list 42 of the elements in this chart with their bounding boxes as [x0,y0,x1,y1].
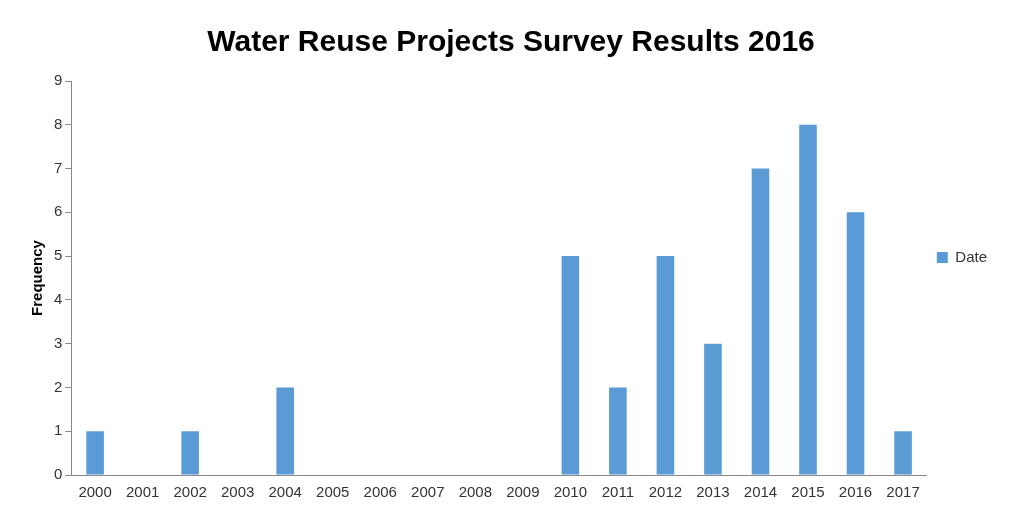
y-tick-label: 0 [54,465,63,483]
bar [86,431,104,475]
bar [656,256,675,475]
y-tick-label: 4 [54,290,63,308]
bar [704,343,722,475]
x-tick-label: 2002 [173,483,207,501]
x-tick-label: 2000 [78,483,112,501]
bar [276,387,294,475]
bar [751,168,770,475]
bar [846,212,865,475]
y-tick-label: 1 [54,421,63,439]
y-tick-label: 6 [54,202,63,220]
bar [561,256,580,475]
x-tick-label: 2009 [506,483,540,501]
x-tick-label: 2006 [363,483,397,501]
y-tick-label: 9 [54,71,63,89]
x-tick-label: 2015 [791,483,825,501]
bar [894,431,912,475]
x-tick-label: 2010 [553,483,588,501]
x-tick-label: 2008 [458,483,492,501]
y-tick-label: 2 [54,377,63,395]
chart-title: Water Reuse Projects Survey Results 2016 [207,24,815,58]
x-tick-label: 2016 [838,483,873,501]
x-tick-label: 2004 [268,483,302,501]
x-tick-label: 2001 [125,483,160,501]
y-axis-title: Frequency [28,239,46,316]
x-tick-label: 2003 [221,483,255,501]
x-tick-label: 2017 [886,483,920,501]
legend-label: Date [955,247,987,265]
x-tick-label: 2007 [411,483,445,501]
bar [799,124,817,475]
x-tick-label: 2013 [696,483,730,501]
x-tick-label: 2011 [601,483,635,501]
x-tick-label: 2005 [316,483,350,501]
x-tick-label: 2014 [743,483,778,501]
bar [181,431,199,475]
y-tick-label: 3 [54,333,63,351]
y-tick-label: 7 [54,158,63,176]
y-tick-label: 8 [54,114,63,132]
y-tick-label: 5 [54,246,63,264]
bar [609,387,627,475]
x-tick-label: 2012 [648,483,683,501]
